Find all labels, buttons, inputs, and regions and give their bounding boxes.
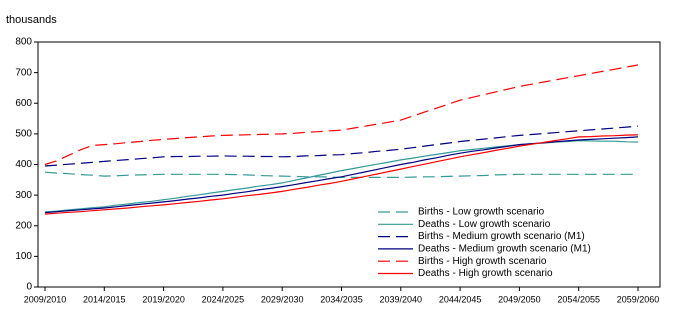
legend-label: Deaths - High growth scenario — [418, 268, 553, 279]
x-tick-label: 2029/2030 — [261, 294, 304, 304]
y-tick-label: 400 — [15, 159, 32, 170]
legend-label: Births - Medium growth scenario (M1) — [418, 231, 585, 242]
legend-label: Births - High growth scenario — [418, 256, 547, 267]
x-tick-label: 2039/2040 — [380, 294, 423, 304]
x-tick-label: 2044/2045 — [439, 294, 482, 304]
legend-label: Deaths - Low growth scenario — [418, 219, 551, 230]
y-tick-label: 100 — [15, 251, 32, 262]
y-tick-label: 700 — [15, 67, 32, 78]
y-axis-label: thousands — [6, 14, 57, 26]
y-tick-label: 600 — [15, 98, 32, 109]
x-tick-label: 2059/2060 — [617, 294, 660, 304]
x-tick-label: 2054/2055 — [557, 294, 600, 304]
series-line — [44, 125, 639, 167]
x-tick-label: 2009/2010 — [24, 294, 67, 304]
y-tick-label: 500 — [15, 129, 32, 140]
x-tick-label: 2019/2020 — [142, 294, 185, 304]
y-tick-label: 800 — [15, 37, 32, 48]
x-tick-label: 2034/2035 — [320, 294, 363, 304]
y-tick-label: 300 — [15, 190, 32, 201]
x-tick-label: 2024/2025 — [202, 294, 245, 304]
y-tick-label: 200 — [15, 220, 32, 231]
series-line — [44, 134, 639, 215]
legend-label: Deaths - Medium growth scenario (M1) — [418, 244, 591, 255]
y-tick-label: 0 — [26, 282, 32, 293]
x-tick-label: 2014/2015 — [83, 294, 126, 304]
x-tick-label: 2049/2050 — [498, 294, 541, 304]
series-line — [44, 64, 639, 166]
legend-label: Births - Low growth scenario — [418, 207, 545, 218]
